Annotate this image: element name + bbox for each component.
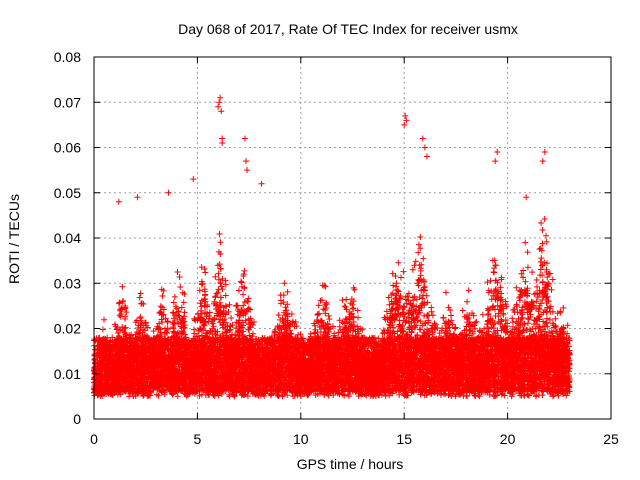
- data-point: [228, 314, 235, 321]
- data-point: [277, 300, 284, 307]
- data-point: [212, 273, 219, 280]
- data-point: [137, 290, 144, 297]
- data-point: [104, 342, 111, 349]
- data-point: [96, 338, 103, 345]
- data-point: [181, 309, 188, 316]
- data-point: [241, 267, 248, 274]
- data-point: [132, 319, 139, 326]
- data-point: [104, 334, 111, 341]
- data-point: [132, 393, 139, 400]
- data-point: [120, 298, 127, 305]
- data-point: [159, 293, 166, 300]
- data-point: [101, 335, 108, 342]
- data-point: [132, 331, 139, 338]
- data-point: [238, 278, 245, 285]
- data-point: [171, 293, 178, 300]
- data-point: [275, 311, 282, 318]
- chart-title: Day 068 of 2017, Rate Of TEC Index for r…: [178, 21, 518, 37]
- data-point: [100, 353, 107, 360]
- data-point: [116, 359, 123, 366]
- data-point: [124, 371, 131, 378]
- data-point: [116, 299, 123, 306]
- data-point: [219, 286, 226, 293]
- data-point: [103, 354, 110, 361]
- data-point: [101, 316, 108, 323]
- data-point: [202, 291, 209, 298]
- data-point: [107, 390, 114, 397]
- data-point: [198, 303, 205, 310]
- data-point: [109, 334, 116, 341]
- data-point: [109, 380, 116, 387]
- data-point: [202, 269, 209, 276]
- data-point: [190, 326, 197, 333]
- data-point: [136, 294, 143, 301]
- data-point: [115, 372, 122, 379]
- data-point: [120, 337, 127, 344]
- data-point: [120, 351, 127, 358]
- data-point: [112, 323, 119, 330]
- data-point: [216, 230, 223, 237]
- data-point: [116, 312, 123, 319]
- data-point: [122, 315, 129, 322]
- data-point: [122, 305, 129, 312]
- data-point: [124, 348, 131, 355]
- data-point: [159, 319, 166, 326]
- data-point: [117, 326, 124, 333]
- data-point: [119, 283, 126, 290]
- data-point: [235, 287, 242, 294]
- data-point: [104, 361, 111, 368]
- data-point: [99, 326, 106, 333]
- data-point: [100, 342, 107, 349]
- data-point: [121, 329, 128, 336]
- data-points: [91, 94, 573, 400]
- data-point: [107, 363, 114, 370]
- data-point: [157, 303, 164, 310]
- data-point: [111, 345, 118, 352]
- data-point: [116, 300, 123, 307]
- data-point: [120, 327, 127, 334]
- data-point: [177, 283, 184, 290]
- data-point: [129, 382, 136, 389]
- data-point: [122, 324, 129, 331]
- data-point: [117, 308, 124, 315]
- data-point: [234, 302, 241, 309]
- data-point: [240, 291, 247, 298]
- data-point: [115, 329, 122, 336]
- data-point: [120, 376, 127, 383]
- data-point: [123, 309, 130, 316]
- data-point: [128, 353, 135, 360]
- data-point: [128, 373, 135, 380]
- data-point: [217, 239, 224, 246]
- data-point: [206, 309, 213, 316]
- data-point: [108, 368, 115, 375]
